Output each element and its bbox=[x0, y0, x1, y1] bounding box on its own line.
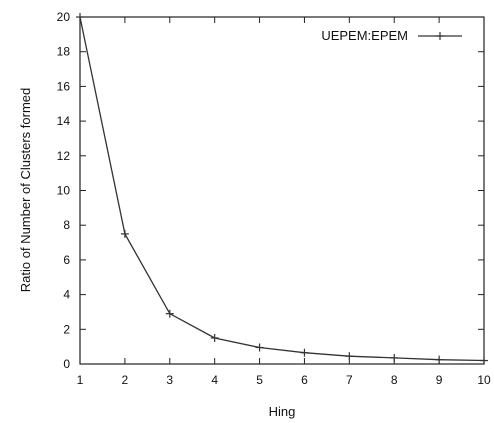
data-point bbox=[210, 333, 219, 342]
data-point bbox=[345, 352, 354, 361]
data-point bbox=[300, 348, 309, 357]
x-tick-label: 10 bbox=[477, 373, 491, 387]
plot-frame bbox=[79, 16, 485, 365]
x-tick-label: 1 bbox=[77, 373, 84, 387]
legend: UEPEM:EPEM bbox=[321, 28, 462, 43]
y-tick-label: 4 bbox=[63, 288, 70, 302]
x-axis-label: Hing bbox=[269, 404, 296, 419]
series-line bbox=[79, 16, 485, 362]
x-tick-label: 8 bbox=[391, 373, 398, 387]
data-point bbox=[76, 13, 84, 21]
y-tick-label: 18 bbox=[57, 45, 71, 59]
data-point bbox=[480, 356, 488, 365]
x-tick-label: 4 bbox=[211, 373, 218, 387]
y-tick-label: 12 bbox=[57, 149, 71, 163]
data-point bbox=[255, 343, 264, 352]
x-tick-label: 2 bbox=[122, 373, 129, 387]
y-tick-label: 2 bbox=[63, 322, 70, 336]
y-tick-label: 14 bbox=[57, 114, 71, 128]
x-axis-ticks: 1 2 3 4 5 6 7 8 9 10 bbox=[77, 17, 491, 387]
plot-border bbox=[79, 16, 485, 365]
x-tick-label: 7 bbox=[346, 373, 353, 387]
y-tick-label: 0 bbox=[63, 357, 70, 371]
data-point bbox=[435, 355, 444, 364]
data-point bbox=[390, 353, 399, 362]
data-point bbox=[120, 229, 129, 238]
x-tick-label: 9 bbox=[436, 373, 443, 387]
y-tick-label: 20 bbox=[57, 10, 71, 24]
y-axis-ticks: 0 2 4 6 8 10 12 14 16 18 20 bbox=[57, 10, 484, 371]
data-point bbox=[165, 309, 174, 318]
y-tick-label: 10 bbox=[57, 184, 71, 198]
y-axis-label: Ratio of Number of Clusters formed bbox=[18, 88, 33, 292]
y-tick-label: 16 bbox=[57, 79, 71, 93]
y-tick-label: 6 bbox=[63, 253, 70, 267]
x-tick-label: 3 bbox=[166, 373, 173, 387]
y-tick-label: 8 bbox=[63, 218, 70, 232]
series-layer bbox=[76, 13, 488, 365]
legend-label: UEPEM:EPEM bbox=[321, 28, 408, 43]
x-tick-label: 6 bbox=[301, 373, 308, 387]
x-tick-label: 5 bbox=[256, 373, 263, 387]
